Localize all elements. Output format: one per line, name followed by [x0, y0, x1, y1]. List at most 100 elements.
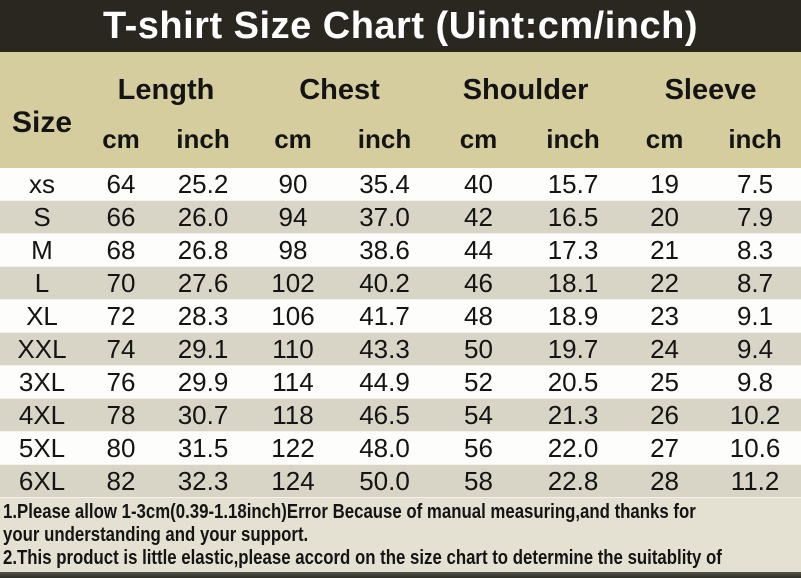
cell-value: 52: [464, 367, 493, 397]
cell-value: 44.9: [359, 367, 410, 397]
unit-length-cm: cm: [84, 118, 158, 168]
cell-size: XL: [26, 301, 58, 331]
cell-value: 46: [431, 266, 527, 300]
unit-sleeve-inch: inch: [709, 118, 801, 168]
cell-value: 70: [84, 266, 158, 300]
cell-value: 118: [248, 398, 338, 432]
cell-size: S: [0, 200, 84, 234]
cell-value: 124: [248, 464, 338, 498]
cell-value: 21.3: [526, 398, 621, 432]
cell-value: 10.6: [729, 433, 781, 463]
cell-value: 28.3: [177, 301, 229, 331]
cell-value: 110: [248, 332, 338, 366]
cell-value: 80: [106, 433, 136, 463]
cell-value: 22.0: [547, 433, 599, 463]
unit-length-inch: inch: [158, 118, 248, 168]
cell-value: 11.2: [709, 464, 801, 498]
cell-value: 48.0: [359, 433, 410, 463]
title-bar: T-shirt Size Chart (Uint:cm/inch): [0, 0, 801, 52]
cell-value: 98: [278, 235, 308, 265]
cell-value: 25.2: [177, 169, 229, 199]
table-row: 3XL 76 29.9 114 44.9 52 20.5 25 9.8: [0, 365, 801, 399]
cell-value: 54: [431, 398, 527, 432]
table-header: Size Length Chest Shoulder Sleeve cm inc…: [0, 52, 801, 168]
cell-value: 8.7: [709, 266, 801, 300]
cell-value: 58: [431, 464, 527, 498]
cell-value: 37.0: [338, 200, 432, 234]
cell-value: 90: [278, 169, 308, 199]
cell-value: 10.2: [709, 398, 801, 432]
cell-value: 8.3: [736, 235, 774, 265]
column-header-length: Length: [84, 52, 248, 118]
cell-value: 50: [431, 332, 527, 366]
cell-value: 7.5: [736, 169, 774, 199]
table-row: 6XL 82 32.3 124 50.0 58 22.8 28 11.2: [0, 464, 801, 498]
note-line: your understanding and your support.: [3, 524, 309, 546]
cell-value: 42: [431, 200, 527, 234]
cell-value: 27.6: [158, 266, 248, 300]
cell-value: 74: [84, 332, 158, 366]
cell-size: XXL: [0, 332, 84, 366]
column-header-shoulder: Shoulder: [431, 52, 621, 118]
table-row: XL 72 28.3 106 41.7 48 18.9 23 9.1: [0, 299, 801, 333]
cell-value: 19.7: [526, 332, 621, 366]
cell-value: 72: [106, 301, 136, 331]
cell-value: 32.3: [158, 464, 248, 498]
table-row: 4XL 78 30.7 118 46.5 54 21.3 26 10.2: [0, 398, 801, 432]
cell-value: 30.7: [158, 398, 248, 432]
cell-value: 78: [84, 398, 158, 432]
cell-value: 22: [620, 266, 710, 300]
cell-value: 68: [106, 235, 136, 265]
footer-notes: 1.Please allow 1-3cm(0.39-1.18inch)Error…: [0, 498, 801, 572]
cell-size: xs: [29, 169, 55, 199]
unit-chest-inch: inch: [338, 118, 432, 168]
cell-value: 41.7: [359, 301, 410, 331]
cell-value: 9.4: [709, 332, 801, 366]
group-header-row: Size Length Chest Shoulder Sleeve: [0, 52, 801, 168]
cell-value: 24: [620, 332, 710, 366]
cell-value: 20.5: [547, 367, 599, 397]
cell-value: 18.1: [526, 266, 621, 300]
cropped-bottom-strip: [0, 572, 801, 578]
unit-header-row: cm inch cm inch cm inch cm inch: [0, 118, 801, 168]
size-table: Size Length Chest Shoulder Sleeve cm inc…: [0, 52, 801, 498]
cell-value: 50.0: [338, 464, 432, 498]
cell-value: 44: [464, 235, 493, 265]
cell-value: 16.5: [526, 200, 621, 234]
cell-value: 15.7: [547, 169, 599, 199]
cell-value: 40: [464, 169, 493, 199]
cell-value: 19: [650, 169, 679, 199]
cell-value: 9.8: [736, 367, 774, 397]
unit-shoulder-inch: inch: [526, 118, 621, 168]
cell-value: 18.9: [547, 301, 599, 331]
unit-chest-cm: cm: [248, 118, 338, 168]
cell-value: 56: [464, 433, 493, 463]
cell-value: 114: [272, 367, 314, 397]
cell-value: 35.4: [359, 169, 410, 199]
cell-value: 102: [248, 266, 338, 300]
table-row: M 68 26.8 98 38.6 44 17.3 21 8.3: [0, 233, 801, 267]
cell-size: 3XL: [18, 367, 66, 397]
column-header-chest: Chest: [248, 52, 432, 118]
cell-value: 27: [650, 433, 679, 463]
cell-size: L: [0, 266, 84, 300]
cell-value: 17.3: [547, 235, 599, 265]
cell-value: 26.8: [177, 235, 229, 265]
note-line: 1.Please allow 1-3cm(0.39-1.18inch)Error…: [3, 501, 696, 523]
unit-sleeve-cm: cm: [620, 118, 710, 168]
cell-value: 31.5: [177, 433, 229, 463]
cell-value: 122: [271, 433, 315, 463]
cell-value: 28: [620, 464, 710, 498]
note-line: 2.This product is little elastic,please …: [3, 547, 722, 569]
cell-value: 22.8: [526, 464, 621, 498]
cell-value: 76: [106, 367, 136, 397]
cell-value: 66: [84, 200, 158, 234]
table-row: S 66 26.0 94 37.0 42 16.5 20 7.9: [0, 200, 801, 234]
cell-value: 21: [650, 235, 679, 265]
size-table-body: xs 64 25.2 90 35.4 40 15.7 19 7.5 S 66 26.0 94 37.0 42…: [0, 168, 801, 498]
table-row: XXL 74 29.1 110 43.3 50 19.7 24 9.4: [0, 332, 801, 366]
cell-value: 43.3: [338, 332, 432, 366]
cell-value: 26.0: [158, 200, 248, 234]
cell-value: 106: [271, 301, 315, 331]
